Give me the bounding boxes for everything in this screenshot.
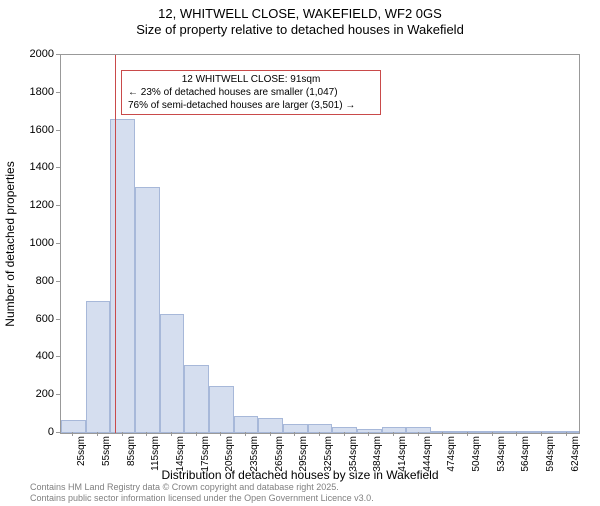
y-tick-label: 1800 xyxy=(0,86,54,98)
histogram-bar xyxy=(61,420,86,433)
reference-line xyxy=(115,55,116,433)
histogram-bar xyxy=(184,365,209,433)
x-tick-label: 624sqm xyxy=(570,436,581,472)
x-tick-label: 205sqm xyxy=(224,436,235,472)
histogram-bar xyxy=(209,386,234,433)
x-tick-label: 295sqm xyxy=(298,436,309,472)
histogram-bar xyxy=(160,314,185,433)
footer-line2: Contains public sector information licen… xyxy=(30,493,374,504)
x-tick-label: 85sqm xyxy=(126,436,137,466)
chart-title: 12, WHITWELL CLOSE, WAKEFIELD, WF2 0GS xyxy=(0,6,600,21)
x-axis-label: Distribution of detached houses by size … xyxy=(0,468,600,482)
x-tick-label: 534sqm xyxy=(496,436,507,472)
x-tick-label: 504sqm xyxy=(471,436,482,472)
y-tick-label: 800 xyxy=(0,275,54,287)
x-tick-label: 325sqm xyxy=(323,436,334,472)
x-tick-label: 265sqm xyxy=(274,436,285,472)
histogram-bar xyxy=(86,301,111,433)
x-tick-label: 594sqm xyxy=(545,436,556,472)
x-tick-label: 55sqm xyxy=(101,436,112,466)
x-tick-label: 354sqm xyxy=(348,436,359,472)
histogram-bar xyxy=(258,418,283,433)
histogram-bar xyxy=(110,119,135,433)
chart-subtitle: Size of property relative to detached ho… xyxy=(0,22,600,37)
annotation-line3: 76% of semi-detached houses are larger (… xyxy=(128,99,374,112)
histogram-bar xyxy=(480,431,505,433)
x-tick-label: 384sqm xyxy=(372,436,383,472)
y-tick-label: 400 xyxy=(0,350,54,362)
annotation-box: 12 WHITWELL CLOSE: 91sqm ← 23% of detach… xyxy=(121,70,381,115)
y-tick-label: 1400 xyxy=(0,161,54,173)
histogram-bar xyxy=(234,416,259,433)
x-tick-label: 145sqm xyxy=(175,436,186,472)
y-tick-label: 2000 xyxy=(0,48,54,60)
histogram-bar xyxy=(505,431,530,433)
histogram-bar xyxy=(406,427,431,433)
x-tick-label: 115sqm xyxy=(150,436,161,471)
y-tick-label: 200 xyxy=(0,388,54,400)
histogram-bar xyxy=(431,431,456,433)
footer-text: Contains HM Land Registry data © Crown c… xyxy=(30,482,374,504)
y-tick-label: 1000 xyxy=(0,237,54,249)
x-tick-label: 474sqm xyxy=(446,436,457,472)
footer-line1: Contains HM Land Registry data © Crown c… xyxy=(30,482,374,493)
histogram-bar xyxy=(135,187,160,433)
x-tick-label: 25sqm xyxy=(76,436,87,466)
y-tick-label: 600 xyxy=(0,313,54,325)
y-tick-label: 0 xyxy=(0,426,54,438)
y-tick-label: 1200 xyxy=(0,199,54,211)
x-tick-label: 175sqm xyxy=(200,436,211,472)
y-tick-label: 1600 xyxy=(0,124,54,136)
x-tick-label: 414sqm xyxy=(397,436,408,472)
histogram-bar xyxy=(283,424,308,433)
x-tick-label: 564sqm xyxy=(520,436,531,472)
histogram-bar xyxy=(332,427,357,433)
plot-area: 12 WHITWELL CLOSE: 91sqm ← 23% of detach… xyxy=(60,54,580,434)
chart-container: 12, WHITWELL CLOSE, WAKEFIELD, WF2 0GS S… xyxy=(0,6,600,506)
histogram-bar xyxy=(357,429,382,433)
histogram-bar xyxy=(554,431,579,433)
x-tick-label: 444sqm xyxy=(422,436,433,472)
annotation-line2: ← 23% of detached houses are smaller (1,… xyxy=(128,86,374,99)
x-tick-label: 235sqm xyxy=(249,436,260,472)
annotation-line1: 12 WHITWELL CLOSE: 91sqm xyxy=(128,73,374,86)
